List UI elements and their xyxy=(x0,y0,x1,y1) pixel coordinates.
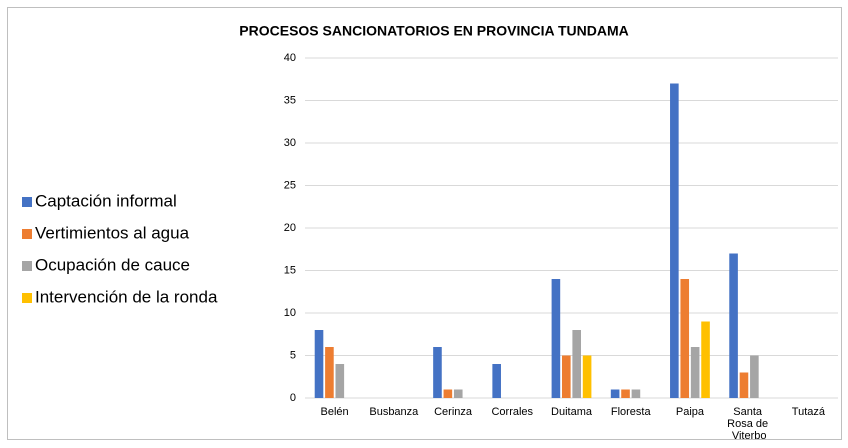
legend-swatch xyxy=(22,293,32,303)
bar xyxy=(325,347,334,398)
x-tick-label: Cerinza xyxy=(434,406,473,418)
bar xyxy=(670,83,679,398)
bar xyxy=(701,321,710,398)
x-tick-label: Belén xyxy=(321,406,349,418)
bar xyxy=(680,279,690,398)
bar xyxy=(690,347,700,398)
x-tick-label: Tutazá xyxy=(792,406,826,418)
bar xyxy=(433,347,442,398)
bar xyxy=(631,389,641,398)
bar xyxy=(551,279,561,398)
y-tick-label: 5 xyxy=(290,349,296,361)
bar xyxy=(739,372,749,398)
legend-label: Intervención de la ronda xyxy=(35,287,218,306)
bar xyxy=(750,355,759,398)
bar xyxy=(453,389,463,398)
legend-label: Captación informal xyxy=(35,191,177,210)
legend-label: Ocupación de cauce xyxy=(35,255,190,274)
x-tick-label: Santa Rosa de Viterbo xyxy=(727,406,771,442)
legend-swatch xyxy=(22,229,32,239)
y-tick-label: 40 xyxy=(284,52,296,64)
x-tick-label: Busbanza xyxy=(369,406,419,418)
y-tick-label: 15 xyxy=(284,264,296,276)
legend-label: Vertimientos al agua xyxy=(35,223,190,242)
y-tick-label: 10 xyxy=(284,307,296,319)
bar xyxy=(621,389,630,398)
legend-swatch xyxy=(22,261,32,271)
x-tick-label: Paipa xyxy=(676,406,705,418)
bar xyxy=(572,330,581,398)
legend-swatch xyxy=(22,197,32,207)
y-tick-label: 0 xyxy=(290,392,296,404)
y-tick-label: 30 xyxy=(284,137,296,149)
y-tick-label: 25 xyxy=(284,179,296,191)
bar xyxy=(610,389,620,398)
x-tick-label: Corrales xyxy=(491,406,533,418)
bar xyxy=(492,364,501,398)
bar xyxy=(443,389,453,398)
bar xyxy=(729,253,738,398)
x-tick-label: Duitama xyxy=(551,406,593,418)
y-tick-label: 20 xyxy=(284,222,296,234)
chart-title: PROCESOS SANCIONATORIOS EN PROVINCIA TUN… xyxy=(239,23,628,39)
bar xyxy=(582,355,592,398)
bar xyxy=(314,330,324,398)
y-tick-label: 35 xyxy=(284,94,296,106)
bar xyxy=(562,355,571,398)
x-tick-label: Floresta xyxy=(611,406,652,418)
bar xyxy=(335,364,345,398)
